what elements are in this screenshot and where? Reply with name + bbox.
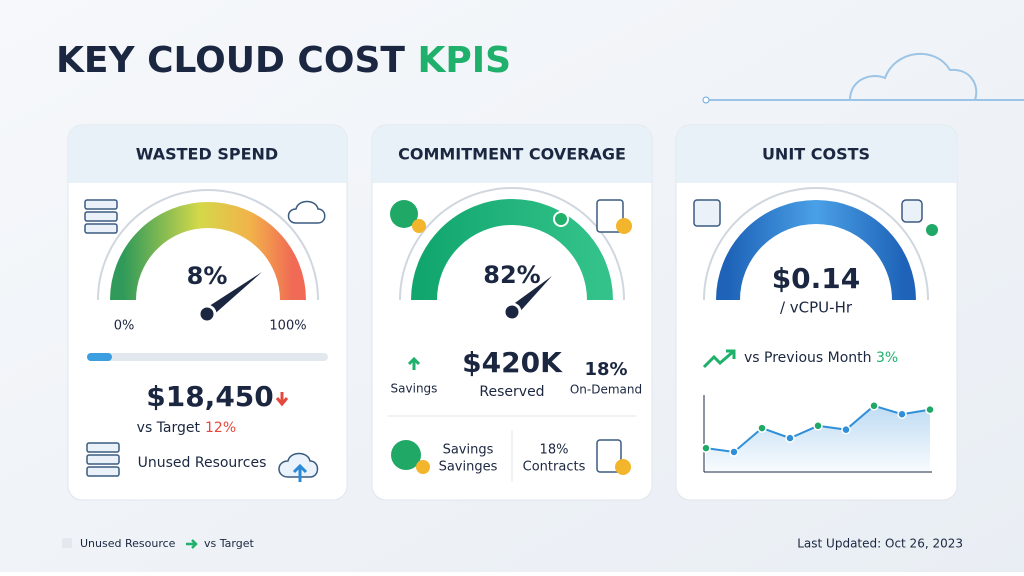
server-icon: [84, 199, 120, 477]
spark-area: [706, 405, 930, 472]
target-label: vs Target: [137, 420, 201, 436]
spark-point: [897, 409, 907, 419]
cloud-icon: [278, 452, 319, 478]
coin-icon: [616, 218, 632, 234]
footer-text: Savings: [443, 443, 494, 458]
card-title: COMMITMENT COVERAGE: [398, 145, 626, 164]
trend-value: 3%: [876, 350, 898, 366]
gauge-arc: [411, 199, 613, 301]
cloud-icon-top: [287, 200, 326, 224]
up-arrow: [407, 356, 421, 370]
spark-point: [813, 421, 823, 431]
target-value: 12%: [205, 420, 236, 436]
last-updated: Last Updated: Oct 26, 2023: [797, 537, 963, 551]
gauge-rim: [399, 187, 625, 301]
card-3: UNIT COSTS $0.14 / vCPU-Hr vs Previous M…: [675, 124, 958, 501]
progress-fill: [87, 353, 112, 361]
spark-point: [701, 443, 711, 453]
footer-text: 18%: [540, 443, 569, 458]
trend: vs Previous Month 3%: [744, 350, 898, 366]
amount: $0.14: [772, 262, 861, 295]
left-label: Savings: [391, 382, 438, 396]
gauge-arc: [716, 200, 916, 301]
gauge-rim: [703, 187, 929, 301]
upload-arrow: [292, 463, 308, 482]
sparkline: [701, 401, 935, 472]
needle-hub: [197, 304, 217, 324]
spark-point: [729, 447, 739, 457]
unit: / vCPU-Hr: [780, 299, 853, 317]
spark-point: [757, 423, 767, 433]
coin-icon: [412, 219, 426, 233]
gauge-rim: [97, 189, 319, 301]
card-title: UNIT COSTS: [762, 145, 870, 164]
gauge-max: 100%: [269, 319, 306, 334]
needle: [203, 272, 262, 318]
card-header: [676, 125, 957, 183]
doc-icon: [596, 439, 622, 473]
card-title: WASTED SPEND: [136, 145, 278, 164]
chip-icon: [693, 199, 721, 227]
gauge-dot: [553, 211, 569, 227]
right-label: On-Demand: [570, 383, 642, 397]
badge-icon: [390, 200, 418, 228]
db-icon: [901, 199, 923, 223]
legend-arrow: [186, 539, 198, 549]
card-1: WASTED SPEND 8% 0% 100% $18,450 vs Targe…: [67, 124, 348, 501]
card-header: [372, 125, 652, 183]
amount: $420K: [462, 346, 563, 379]
gauge-value: 8%: [187, 262, 228, 290]
title: KEY CLOUD COST KPIS: [56, 40, 511, 81]
amount: $18,450: [146, 380, 274, 413]
footer-label: Unused Resources: [138, 455, 267, 471]
coin-icon: [615, 459, 631, 475]
card-2: COMMITMENT COVERAGE 82% Savings $420K Re…: [371, 124, 653, 501]
gauge-value: 82%: [483, 261, 540, 289]
status-icon: [926, 224, 938, 236]
money-icon: [391, 440, 421, 470]
legend-item: vs Target: [204, 537, 254, 550]
progress-track: [87, 353, 328, 361]
spark-point: [841, 424, 851, 435]
amount-label: Reserved: [479, 384, 544, 400]
down-arrow: [275, 392, 289, 407]
title-main: KEY CLOUD COST: [56, 40, 405, 81]
cloud-deco: [706, 52, 1024, 101]
footer-text: Savinges: [439, 460, 498, 475]
card-header: [68, 125, 347, 183]
title-highlight: KPIS: [417, 40, 511, 81]
coin-icon: [416, 460, 430, 474]
gauge-min: 0%: [114, 319, 135, 334]
spark-point: [869, 401, 879, 411]
spark-point: [785, 433, 795, 443]
trend-label: vs Previous Month: [744, 350, 872, 366]
legend-swatch: [62, 538, 72, 548]
cloud-dot: [702, 96, 710, 104]
trend-arrow: [702, 349, 736, 369]
gauge-arc: [110, 202, 306, 301]
spark-point: [925, 404, 935, 415]
footer-text: Contracts: [523, 460, 586, 475]
needle-hub: [502, 302, 522, 322]
right-value: 18%: [584, 359, 627, 380]
legend-item: Unused Resource: [80, 537, 176, 550]
